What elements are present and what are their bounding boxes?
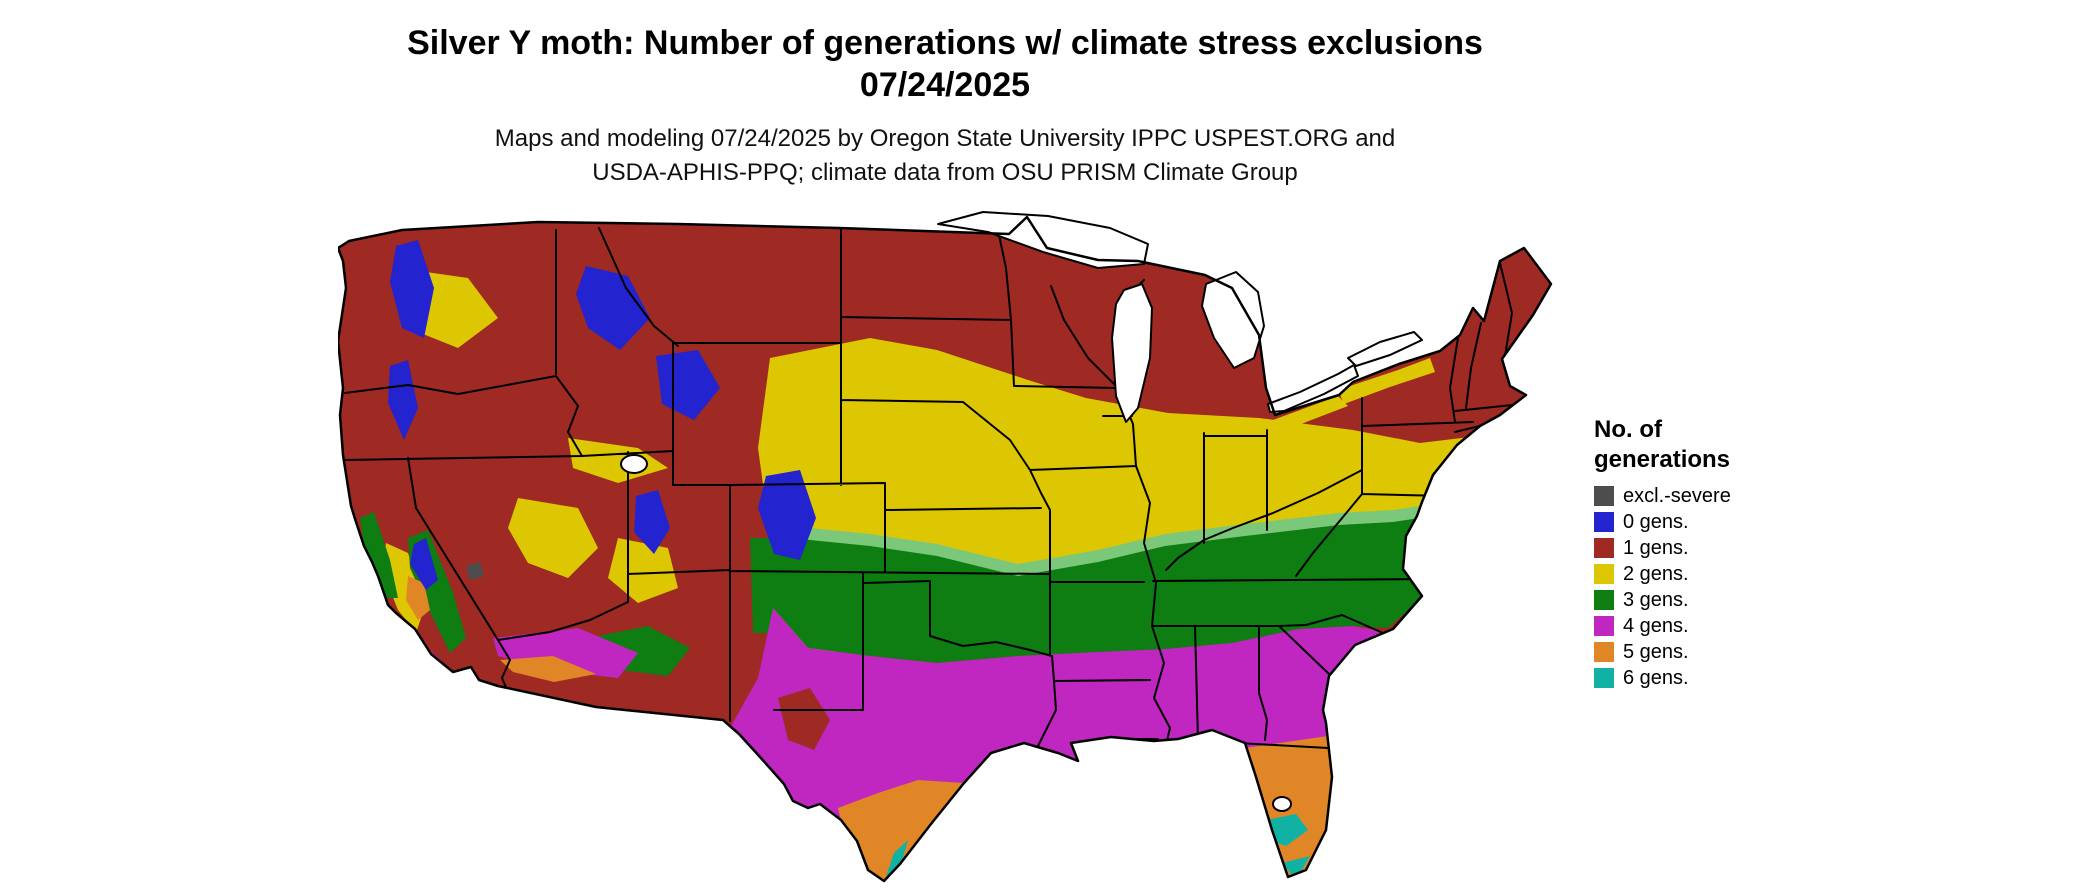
zone-excl-severe — [466, 562, 484, 580]
legend-label: excl.-severe — [1623, 485, 1731, 507]
state-borders — [344, 227, 1523, 754]
legend-swatch — [1594, 590, 1614, 610]
us-map-svg — [336, 211, 1553, 883]
legend-item: 2 gens. — [1594, 561, 1834, 587]
legend-swatch — [1594, 564, 1614, 584]
legend-swatch — [1594, 668, 1614, 688]
map-title: Silver Y moth: Number of generations w/ … — [0, 22, 1890, 106]
legend-swatch — [1594, 616, 1614, 636]
us-outline — [336, 215, 1553, 883]
lake-ontario — [1347, 331, 1423, 367]
legend-title-line1: No. of — [1594, 416, 1662, 443]
legend-swatch — [1594, 486, 1614, 506]
us-generations-map — [336, 208, 1562, 884]
legend-swatch — [1594, 512, 1614, 532]
legend-item: 1 gens. — [1594, 535, 1834, 561]
attribution-line2: USDA-APHIS-PPQ; climate data from OSU PR… — [592, 159, 1298, 186]
map-title-date: 07/24/2025 — [859, 66, 1031, 104]
legend-items: excl.-severe 0 gens. 1 gens. 2 gens. 3 g… — [1594, 483, 1834, 691]
zone-1-gens-patch — [778, 688, 830, 750]
map-title-line1: Silver Y moth: Number of generations w/ … — [407, 24, 1483, 62]
legend-label: 0 gens. — [1623, 511, 1689, 533]
legend-label: 6 gens. — [1623, 667, 1689, 689]
legend-item: excl.-severe — [1594, 483, 1834, 509]
legend-label: 4 gens. — [1623, 615, 1689, 637]
legend-item: 0 gens. — [1594, 509, 1834, 535]
great-salt-lake — [620, 454, 648, 474]
legend-label: 5 gens. — [1623, 641, 1689, 663]
zone-6-gens — [886, 814, 1310, 880]
legend-swatch — [1594, 642, 1614, 662]
lake-huron — [1201, 271, 1265, 369]
legend-label: 3 gens. — [1623, 589, 1689, 611]
legend-swatch — [1594, 538, 1614, 558]
legend-item: 5 gens. — [1594, 639, 1834, 665]
legend-title-line2: generations — [1594, 446, 1731, 473]
legend-item: 3 gens. — [1594, 587, 1834, 613]
map-attribution: Maps and modeling 07/24/2025 by Oregon S… — [0, 122, 1890, 190]
zone-0-gens — [388, 240, 816, 590]
legend-title: No. of generations — [1594, 415, 1834, 475]
legend-item: 6 gens. — [1594, 665, 1834, 691]
lake-okeechobee — [1272, 796, 1292, 812]
legend: No. of generations excl.-severe 0 gens. … — [1594, 415, 1834, 691]
lake-michigan — [1111, 283, 1153, 423]
legend-label: 2 gens. — [1623, 563, 1689, 585]
legend-item: 4 gens. — [1594, 613, 1834, 639]
legend-label: 1 gens. — [1623, 537, 1689, 559]
attribution-line1: Maps and modeling 07/24/2025 by Oregon S… — [494, 125, 1396, 152]
